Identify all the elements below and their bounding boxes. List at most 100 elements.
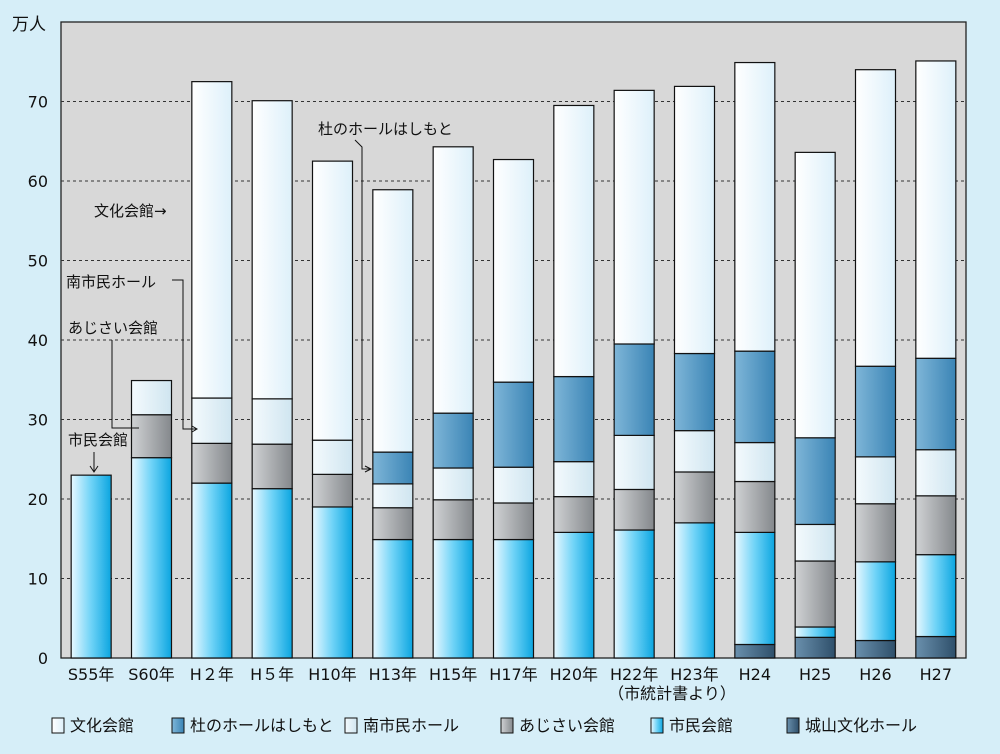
legend-swatch	[344, 717, 358, 734]
x-tick-label: H13年	[369, 665, 417, 684]
legend-label: 市民会館	[669, 716, 733, 735]
bar-segment	[311, 506, 354, 659]
x-tick-label: H17年	[489, 665, 537, 684]
annotation-ajisai: あじさい会館	[68, 319, 158, 337]
legend-label: 南市民ホール	[363, 716, 459, 735]
x-tick-label: H25	[799, 665, 831, 684]
x-axis: S55年 S60年 H２年 H５年 H10年 H13年 H15年 H17年 H20年 H22年 H2…	[68, 665, 952, 684]
bars	[70, 60, 957, 659]
bar-segment	[492, 538, 535, 659]
bar-segment	[613, 529, 655, 659]
y-axis: 0 10 20 30 40 50 60 70	[28, 93, 48, 669]
bar-segment	[734, 531, 776, 646]
bar-segment	[311, 439, 354, 475]
bar-segment	[854, 456, 897, 505]
bar-segment	[673, 352, 716, 432]
bar-segment	[553, 461, 595, 498]
bar-segment	[673, 85, 716, 355]
x-tick-label: H20年	[550, 665, 598, 684]
bar-segment	[251, 398, 293, 445]
bar-segment	[372, 538, 414, 659]
legend-label: 杜のホールはしもと	[190, 716, 334, 735]
category-note: （市統計書より）	[608, 684, 736, 703]
x-tick-label: H22年	[610, 665, 658, 684]
bar-segment	[915, 635, 957, 659]
x-tick-label: H15年	[429, 665, 477, 684]
bar-segment	[130, 457, 173, 659]
bar-segment	[492, 466, 535, 504]
bar-segment	[311, 473, 354, 508]
bar-segment	[673, 430, 716, 473]
bar-segment	[613, 89, 655, 345]
annotation-minami: 南市民ホール	[66, 273, 156, 291]
bar-segment	[915, 60, 957, 359]
y-tick-label: 20	[28, 490, 48, 509]
x-tick-label: H10年	[308, 665, 356, 684]
bar-segment	[854, 69, 897, 367]
bar-segment	[130, 379, 173, 416]
bar-segment	[794, 523, 836, 562]
bar-segment	[915, 554, 957, 638]
x-tick-label: S55年	[68, 665, 115, 684]
y-unit-label: 万人	[12, 15, 46, 35]
bar-segment	[613, 434, 655, 491]
bar-segment	[70, 474, 112, 659]
bar-segment	[794, 437, 836, 526]
bar-segment	[794, 560, 836, 628]
bar-segment	[734, 441, 776, 483]
bar-segment	[553, 104, 595, 378]
bar-segment	[372, 507, 414, 541]
bar-segment	[854, 503, 897, 563]
bar-segment	[492, 381, 535, 468]
x-tick-label: H27	[920, 665, 952, 684]
bar-segment	[794, 151, 836, 439]
bar-segment	[191, 81, 233, 399]
bar-segment	[553, 531, 595, 659]
y-tick-label: 40	[28, 331, 48, 350]
x-tick-label: H２年	[190, 665, 234, 684]
bar-segment	[492, 158, 535, 383]
annotation-bunka: 文化会館→	[94, 202, 167, 220]
bar-segment	[915, 495, 957, 556]
y-tick-label: 70	[28, 93, 48, 112]
bar-segment	[734, 480, 776, 533]
bar-segment	[251, 100, 293, 400]
bar-segment	[734, 643, 776, 659]
bar-segment	[191, 397, 233, 444]
bar-segment	[492, 502, 535, 541]
bar-segment	[251, 488, 293, 659]
bar-segment	[673, 471, 716, 524]
bar-segment	[432, 146, 474, 414]
x-tick-label: H５年	[250, 665, 294, 684]
bar-segment	[915, 449, 957, 497]
y-tick-label: 10	[28, 570, 48, 589]
bar-segment	[613, 488, 655, 531]
bar-segment	[372, 451, 414, 485]
bar-segment	[432, 467, 474, 501]
legend-swatch	[500, 717, 514, 734]
bar-segment	[251, 443, 293, 490]
y-tick-label: 30	[28, 411, 48, 430]
legend-swatch	[171, 717, 185, 734]
x-tick-label: S60年	[128, 665, 175, 684]
bar-segment	[915, 357, 957, 451]
bar-segment	[432, 412, 474, 469]
x-tick-label: H23年	[670, 665, 718, 684]
x-tick-label: H26	[859, 665, 891, 684]
bar-segment	[130, 414, 173, 459]
bar-segment	[734, 350, 776, 444]
annotation-shimin: 市民会館	[68, 431, 128, 449]
bar-segment	[432, 499, 474, 541]
y-tick-label: 60	[28, 172, 48, 191]
y-tick-label: 50	[28, 252, 48, 271]
bar-segment	[854, 365, 897, 458]
y-tick-label: 0	[38, 649, 48, 668]
legend-label: 文化会館	[70, 716, 134, 735]
bar-segment	[794, 626, 836, 638]
bar-segment	[553, 496, 595, 533]
bar-segment	[372, 189, 414, 453]
bar-segment	[553, 375, 595, 463]
legend-swatch	[786, 717, 800, 734]
